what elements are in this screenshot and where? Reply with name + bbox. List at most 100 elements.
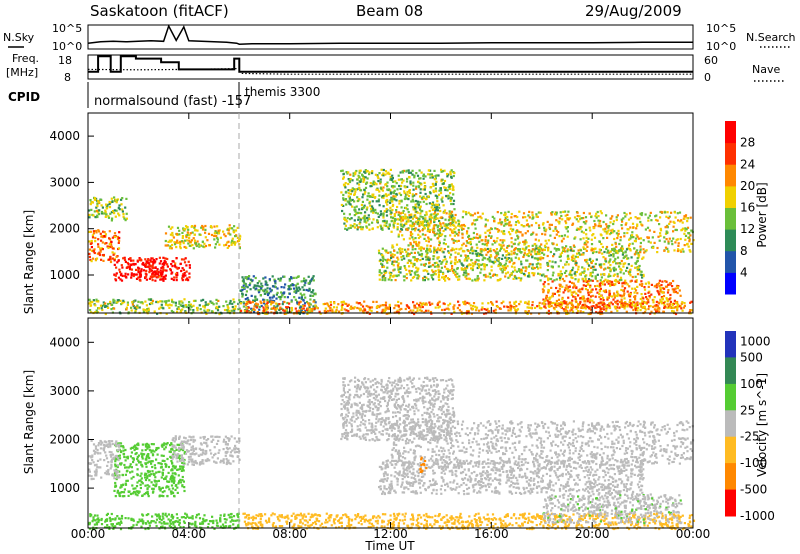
power-cell xyxy=(590,261,593,265)
power-cell xyxy=(385,224,388,227)
power-cell xyxy=(600,307,604,311)
power-cell xyxy=(555,219,558,222)
power-cell xyxy=(115,272,118,275)
power-cell xyxy=(621,253,624,256)
power-cell xyxy=(548,296,551,300)
power-cell xyxy=(587,293,590,297)
power-cell xyxy=(681,221,684,224)
power-cell xyxy=(91,234,94,237)
power-cell xyxy=(497,259,500,262)
power-cell xyxy=(554,302,557,305)
power-cell xyxy=(309,294,312,297)
power-cell xyxy=(95,229,98,233)
power-cell xyxy=(509,309,512,312)
power-cell xyxy=(606,304,609,307)
sky-left-tick-low: 10^0 xyxy=(52,40,82,53)
power-cell xyxy=(620,247,623,250)
power-cell xyxy=(689,309,692,312)
power-cell xyxy=(134,263,137,266)
power-cell xyxy=(361,310,364,313)
power-cell xyxy=(430,238,433,241)
power-cell xyxy=(567,290,570,293)
power-cell xyxy=(609,232,613,235)
power-cell xyxy=(107,302,110,306)
power-cell xyxy=(157,300,160,304)
power-cell xyxy=(636,223,639,226)
power-cell xyxy=(134,273,137,276)
power-cell xyxy=(569,271,572,274)
power-cell xyxy=(135,277,139,280)
power-cell xyxy=(669,293,672,297)
power-cell xyxy=(678,305,681,308)
power-cell xyxy=(422,227,425,231)
power-cell xyxy=(400,224,403,228)
power-cell xyxy=(629,249,632,252)
power-cell xyxy=(121,274,124,277)
power-cell xyxy=(433,248,436,251)
power-cell xyxy=(515,221,518,224)
power-cell xyxy=(266,293,270,297)
power-cell xyxy=(656,251,659,254)
power-cell xyxy=(519,300,522,303)
power-cell xyxy=(300,297,303,300)
power-cell xyxy=(577,268,580,271)
power-cell xyxy=(558,287,561,290)
power-cell xyxy=(377,180,380,183)
power-cell xyxy=(384,269,387,272)
power-cell xyxy=(652,301,655,304)
power-cell xyxy=(266,292,269,295)
velocity-cell xyxy=(219,514,222,517)
velocity-cell xyxy=(161,512,164,515)
power-cell xyxy=(484,273,487,276)
power-cell xyxy=(560,274,563,277)
power-cell xyxy=(436,256,439,259)
power-cell xyxy=(558,222,561,225)
power-cell xyxy=(338,310,341,313)
power-cell xyxy=(252,275,255,278)
velocity-cell xyxy=(110,512,113,516)
power-cell xyxy=(182,273,186,277)
power-cell xyxy=(532,267,535,270)
power-cell xyxy=(458,260,462,263)
power-cell xyxy=(345,309,348,312)
power-cell xyxy=(165,300,168,303)
power-cell xyxy=(585,228,588,231)
power-cell xyxy=(565,245,568,248)
power-cell xyxy=(676,291,679,295)
power-cell xyxy=(414,214,417,217)
power-cell xyxy=(508,244,511,247)
power-cell xyxy=(562,248,565,251)
power-cell xyxy=(603,273,606,276)
power-cell xyxy=(618,278,621,282)
power-cell xyxy=(379,181,382,184)
power-cell xyxy=(629,274,632,277)
power-cell xyxy=(162,261,166,265)
power-cell xyxy=(257,289,260,292)
power-cell xyxy=(200,299,203,302)
power-cell xyxy=(577,290,581,293)
power-cell xyxy=(576,252,579,255)
power-cell xyxy=(450,169,453,172)
power-cell xyxy=(582,211,585,215)
power-cell xyxy=(424,262,427,266)
power-cell xyxy=(450,215,453,219)
power-cell xyxy=(88,302,91,305)
power-cell xyxy=(113,196,116,199)
power-cell xyxy=(441,200,444,203)
power-cell xyxy=(562,266,565,269)
power-cell xyxy=(225,300,228,303)
power-cell xyxy=(383,210,386,213)
power-cell xyxy=(285,312,288,315)
power-cell xyxy=(170,277,173,280)
power-cell xyxy=(551,260,554,263)
power-cell xyxy=(415,243,418,246)
power-cell xyxy=(120,303,123,306)
power-cell xyxy=(104,312,107,316)
power-cell xyxy=(601,252,604,255)
power-cell xyxy=(171,243,174,247)
power-cell xyxy=(144,265,147,268)
power-cell xyxy=(619,300,622,304)
power-cell xyxy=(458,259,461,262)
power-cell xyxy=(364,176,367,179)
